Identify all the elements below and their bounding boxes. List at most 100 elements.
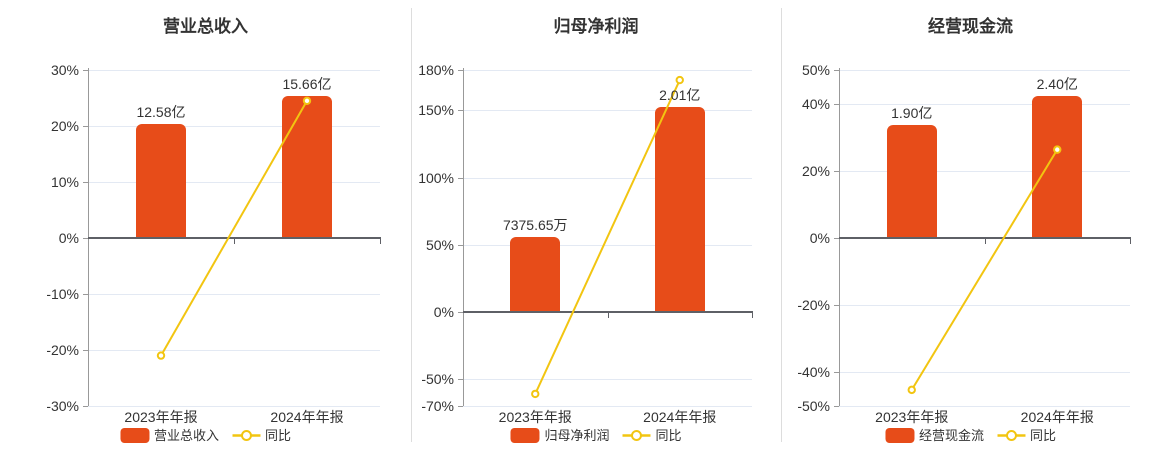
x-category-label: 2024年年报	[643, 409, 717, 425]
y-tick-label: -30%	[46, 398, 79, 414]
panel-divider	[781, 8, 782, 442]
legend-item-bar-series[interactable]: 经营现金流	[884, 428, 984, 443]
bar-value-label: 15.66亿	[282, 75, 332, 92]
legend-item-line-series[interactable]: 同比	[997, 428, 1056, 443]
y-tick-label: 10%	[50, 174, 79, 190]
chart-title-cash-flow: 经营现金流	[928, 17, 1013, 36]
gridline	[463, 379, 752, 381]
x-category-label: 2023年年报	[875, 409, 949, 425]
legend-item-bar-series[interactable]: 归母净利润	[510, 428, 610, 443]
gridline	[88, 406, 380, 407]
y-axis-tick	[83, 126, 88, 127]
bar-2023[interactable]	[886, 125, 937, 237]
y-tick-label: 180%	[418, 62, 454, 78]
line-point-2023[interactable]	[907, 385, 916, 395]
gridline	[839, 305, 1130, 307]
y-tick-label: -50%	[797, 398, 830, 414]
revenue-chart-panel: 营业总收入 30% 20% 10% 0% -10% -20% -30% 12.58亿 15.66…	[0, 0, 411, 450]
line-series-marker-icon	[997, 428, 1025, 443]
y-tick-label: -50%	[421, 371, 454, 388]
y-tick-label: 0%	[58, 230, 79, 246]
bar-series-label: 经营现金流	[918, 428, 984, 443]
gridline	[839, 372, 1130, 374]
gridline	[88, 294, 380, 295]
bar-2024[interactable]	[282, 95, 332, 237]
x-category-label: 2024年年报	[270, 409, 344, 425]
y-tick-label: 50%	[425, 236, 454, 253]
x-axis-tick	[380, 239, 381, 244]
line-series-label: 同比	[655, 428, 682, 443]
y-axis-line	[463, 68, 464, 406]
y-tick-label: 40%	[801, 95, 830, 112]
chart-title-revenue: 营业总收入	[163, 17, 248, 36]
bar-2024[interactable]	[654, 106, 705, 311]
y-axis-tick	[458, 177, 463, 179]
gridline	[463, 110, 752, 112]
y-tick-label: -20%	[797, 297, 830, 314]
y-axis-tick	[458, 70, 463, 71]
bar-series-swatch-icon	[884, 428, 914, 443]
bar-series-label: 营业总收入	[153, 428, 219, 443]
y-tick-label: 100%	[418, 169, 454, 186]
y-tick-label: 20%	[801, 162, 830, 179]
y-axis-tick	[458, 406, 463, 407]
line-series-marker-icon	[622, 428, 651, 443]
y-axis-tick	[458, 311, 463, 313]
net-profit-chart-panel: 归母净利润 180% 150% 100% 50% 0% -50% -70% 7375.65万 2…	[411, 0, 781, 450]
x-axis-tick	[752, 312, 753, 318]
line-series-marker-icon	[232, 428, 260, 443]
y-axis-tick	[834, 238, 839, 239]
y-axis-tick	[83, 238, 88, 239]
legend-item-line-series[interactable]: 同比	[622, 428, 682, 443]
gridline	[839, 170, 1130, 172]
yoy-line-series	[531, 75, 684, 399]
y-axis-tick	[834, 70, 839, 71]
bar-2023[interactable]	[510, 236, 561, 311]
legend-item-line-series[interactable]: 同比	[232, 428, 291, 443]
gridline	[88, 182, 380, 183]
bar-value-label: 2.01亿	[659, 86, 701, 103]
bar-2024[interactable]	[1032, 95, 1083, 237]
y-axis-tick	[83, 406, 88, 407]
gridline	[463, 244, 752, 246]
line-point-2023[interactable]	[156, 351, 166, 360]
gridline	[88, 70, 380, 71]
y-tick-label: 0%	[433, 303, 454, 320]
y-axis-tick	[834, 406, 839, 407]
y-axis-tick	[834, 103, 839, 105]
legend-item-bar-series[interactable]: 营业总收入	[119, 428, 219, 443]
y-axis-tick	[834, 372, 839, 374]
line-series-label: 同比	[1030, 428, 1057, 443]
bar-value-label: 7375.65万	[502, 216, 568, 233]
y-tick-label: -10%	[46, 286, 79, 302]
line-point-2023[interactable]	[531, 389, 540, 399]
y-axis-tick	[83, 294, 88, 295]
y-tick-label: 50%	[801, 62, 830, 78]
y-axis-tick	[834, 170, 839, 172]
chart-title-net-profit: 归母净利润	[553, 17, 639, 36]
y-tick-label: -40%	[797, 364, 830, 381]
net-profit-legend: 归母净利润 同比	[510, 428, 682, 443]
x-axis-tick	[234, 239, 235, 244]
line-point-2024[interactable]	[675, 75, 684, 85]
bar-value-label: 1.90亿	[891, 105, 933, 122]
y-tick-label: 150%	[418, 102, 454, 119]
gridline	[839, 406, 1130, 407]
revenue-legend: 营业总收入 同比	[119, 428, 291, 443]
bar-series-swatch-icon	[510, 428, 540, 443]
x-category-label: 2023年年报	[498, 409, 572, 425]
y-tick-label: 30%	[50, 62, 79, 78]
bar-series-label: 归母净利润	[544, 428, 610, 443]
bar-series-swatch-icon	[119, 428, 149, 443]
x-axis-tick	[984, 239, 986, 244]
gridline	[839, 70, 1130, 71]
gridline	[88, 126, 380, 127]
x-axis-tick	[1130, 239, 1131, 244]
bar-2023[interactable]	[136, 123, 186, 237]
y-axis-tick	[83, 350, 88, 351]
bar-value-label: 12.58亿	[136, 103, 186, 120]
panel-divider	[411, 8, 412, 442]
y-axis-tick	[834, 305, 839, 307]
y-axis-tick	[83, 70, 88, 71]
